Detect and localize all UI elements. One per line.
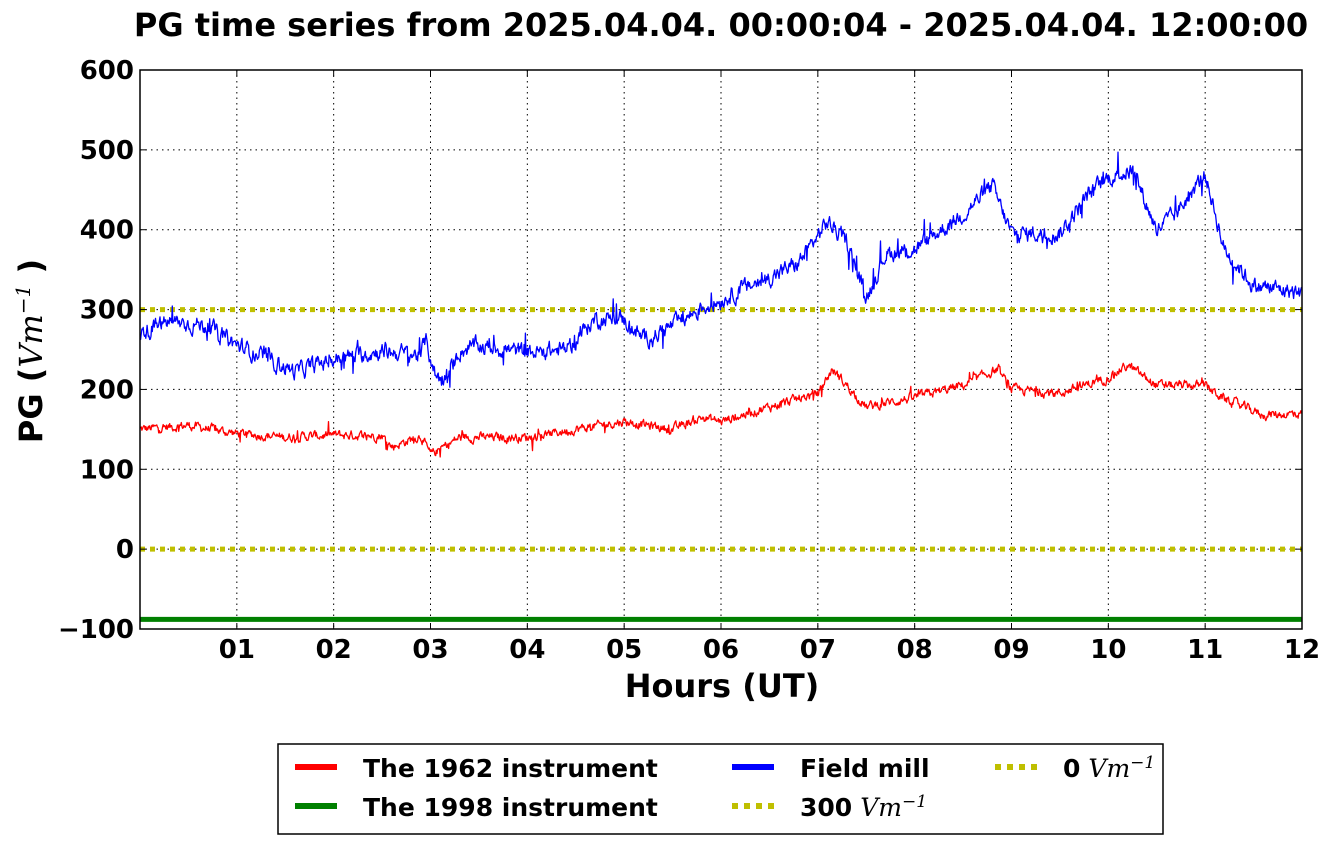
y-tick-label: 0 bbox=[116, 535, 134, 565]
x-tick-label: 04 bbox=[509, 635, 545, 665]
x-tick-label: 08 bbox=[897, 635, 933, 665]
x-tick-label: 02 bbox=[316, 635, 352, 665]
chart-title: PG time series from 2025.04.04. 00:00:04… bbox=[134, 6, 1308, 44]
y-tick-label: 600 bbox=[80, 56, 134, 86]
series-line bbox=[139, 362, 1303, 458]
y-tick-label: 100 bbox=[80, 455, 134, 485]
series-line bbox=[139, 151, 1303, 388]
y-tick-label: −100 bbox=[58, 615, 134, 645]
x-tick-label: 05 bbox=[606, 635, 642, 665]
legend-label: The 1998 instrument bbox=[363, 793, 658, 822]
y-tick-label: 400 bbox=[80, 216, 134, 246]
x-tick-label: 03 bbox=[412, 635, 448, 665]
y-axis-label: PG (Vm−1 ) bbox=[11, 259, 50, 443]
x-tick-label: 09 bbox=[993, 635, 1029, 665]
x-tick-label: 10 bbox=[1090, 635, 1126, 665]
series-layer bbox=[139, 151, 1303, 622]
x-tick-label: 01 bbox=[219, 635, 255, 665]
legend-label: 0 Vm−1 bbox=[1063, 753, 1155, 783]
x-tick-label: 07 bbox=[800, 635, 836, 665]
legend-box bbox=[277, 743, 1164, 835]
legend-label: The 1962 instrument bbox=[363, 754, 658, 783]
legend: The 1962 instrument The 1998 instrument Fi… bbox=[277, 743, 1164, 835]
ticks: 01 02 03 04 05 06 07 08 09 10 11 12 −100 0 100 200 300 40… bbox=[58, 56, 1320, 665]
x-tick-label: 12 bbox=[1284, 635, 1320, 665]
legend-label: 300 Vm−1 bbox=[800, 792, 927, 822]
legend-label: Field mill bbox=[800, 754, 930, 783]
y-tick-label: 500 bbox=[80, 136, 134, 166]
grid bbox=[140, 70, 1302, 629]
y-tick-label: 300 bbox=[80, 296, 134, 326]
x-tick-label: 06 bbox=[703, 635, 739, 665]
x-axis-label: Hours (UT) bbox=[625, 667, 820, 705]
x-tick-label: 11 bbox=[1187, 635, 1223, 665]
y-tick-label: 200 bbox=[80, 375, 134, 405]
